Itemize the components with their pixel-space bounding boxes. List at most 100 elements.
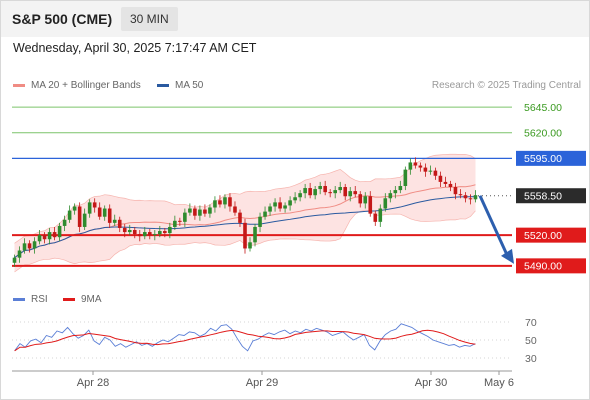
- candle-body: [428, 170, 433, 172]
- research-credit: Research © 2025 Trading Central: [431, 80, 581, 91]
- rsi-9ma-line: [14, 329, 476, 352]
- rsi-tick-label: 50: [525, 335, 537, 347]
- candle-body: [87, 202, 92, 214]
- candle-body: [298, 193, 302, 198]
- candle-body: [208, 207, 212, 214]
- candle-body: [368, 196, 373, 214]
- candle-body: [353, 191, 358, 195]
- candle-body: [12, 257, 17, 263]
- datetime-label: Wednesday, April 30, 2025 7:17:47 AM CET: [13, 41, 257, 55]
- candle-body: [263, 211, 267, 217]
- candle-body: [203, 209, 207, 214]
- candle-body: [142, 232, 147, 237]
- candle-body: [22, 243, 27, 251]
- candle-body: [52, 232, 57, 238]
- candle-body: [92, 202, 97, 208]
- candle-body: [278, 202, 282, 209]
- candle-body: [258, 216, 262, 227]
- candle-body: [433, 170, 438, 176]
- bollinger-band-fill: [14, 154, 476, 272]
- candle-body: [293, 197, 297, 201]
- candle-body: [313, 189, 317, 196]
- projection-arrow-head: [501, 248, 514, 264]
- level-label-support: 5520.00: [524, 230, 562, 242]
- candle-body: [102, 208, 107, 217]
- legend-swatch-9ma: [63, 298, 75, 301]
- candle-body: [238, 212, 242, 223]
- bollinger-upper-line: [14, 153, 476, 244]
- candle-body: [117, 219, 122, 228]
- candle-body: [193, 208, 197, 216]
- candle-body: [388, 193, 393, 199]
- candle-body: [132, 230, 137, 235]
- legend-label-rsi: RSI: [31, 294, 48, 305]
- candle-body: [233, 206, 237, 213]
- candle-body: [373, 213, 378, 222]
- x-tick-label: Apr 30: [415, 377, 447, 389]
- candle-body: [348, 191, 353, 197]
- rsi-tick-label: 70: [525, 317, 537, 329]
- candle-body: [228, 197, 232, 207]
- candle-body: [243, 222, 247, 249]
- candle-body: [338, 187, 343, 191]
- level-label-box-current: [516, 188, 586, 204]
- level-label-target: 5620.00: [524, 128, 562, 140]
- candle-body: [308, 188, 312, 196]
- candle-body: [213, 200, 217, 208]
- candle-body: [107, 208, 112, 223]
- candle-body: [468, 198, 473, 200]
- candle-body: [413, 162, 418, 166]
- candle-body: [173, 220, 177, 227]
- candle-body: [127, 230, 132, 233]
- level-label-box-support: [516, 258, 586, 274]
- candle-body: [168, 226, 172, 234]
- candle-body: [318, 186, 322, 190]
- candle-body: [398, 186, 403, 191]
- candle-body: [253, 226, 257, 243]
- candle-body: [57, 225, 62, 238]
- candle-body: [333, 190, 337, 194]
- candle-body: [473, 195, 478, 200]
- legend-swatch-rsi: [13, 298, 25, 301]
- candle-body: [448, 183, 453, 188]
- candle-body: [343, 187, 348, 197]
- candle-body: [283, 205, 287, 209]
- rsi-tick-label: 30: [525, 353, 537, 365]
- projection-arrow-shaft: [478, 195, 509, 256]
- candle-body: [72, 206, 77, 211]
- instrument-title: S&P 500 (CME): [12, 11, 113, 27]
- candle-body: [328, 192, 332, 194]
- candle-body: [323, 186, 327, 193]
- candle-body: [67, 210, 72, 220]
- legend-swatch-ma50: [157, 84, 169, 87]
- candle-body: [418, 165, 423, 168]
- candle-body: [453, 187, 458, 195]
- candle-body: [122, 227, 127, 233]
- candle-body: [273, 202, 277, 207]
- candle-body: [27, 243, 32, 249]
- candle-body: [47, 232, 52, 240]
- level-label-box-target: [516, 99, 586, 115]
- level-label-box-support: [516, 227, 586, 243]
- candle-body: [463, 195, 468, 199]
- timeframe-badge[interactable]: 30 MIN: [121, 7, 178, 31]
- level-label-box-target: [516, 125, 586, 141]
- candle-body: [17, 250, 22, 258]
- candle-body: [188, 208, 192, 213]
- legend-9ma: 9MA: [63, 294, 102, 305]
- candle-body: [363, 196, 368, 204]
- candle-body: [42, 235, 47, 240]
- legend-rsi: RSI: [13, 294, 48, 305]
- level-label-resistance: 5595.00: [524, 153, 562, 165]
- candle-body: [438, 175, 443, 182]
- candle-body: [158, 231, 162, 235]
- candle-body: [218, 200, 222, 205]
- candle-body: [393, 190, 398, 194]
- candle-body: [223, 197, 227, 205]
- candle-body: [147, 232, 152, 236]
- candle-body: [408, 162, 413, 170]
- candle-body: [458, 194, 463, 196]
- x-tick-label: May 6: [484, 377, 514, 389]
- candle-body: [82, 213, 87, 227]
- candle-body: [112, 219, 117, 223]
